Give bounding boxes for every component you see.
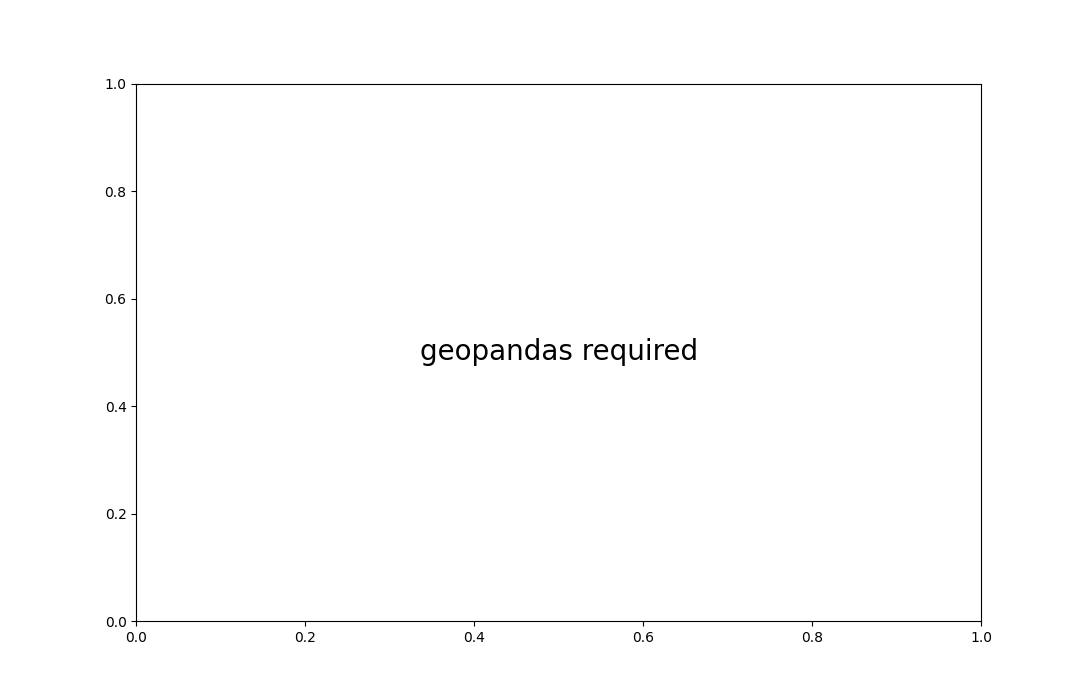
Text: geopandas required: geopandas required (420, 339, 698, 366)
